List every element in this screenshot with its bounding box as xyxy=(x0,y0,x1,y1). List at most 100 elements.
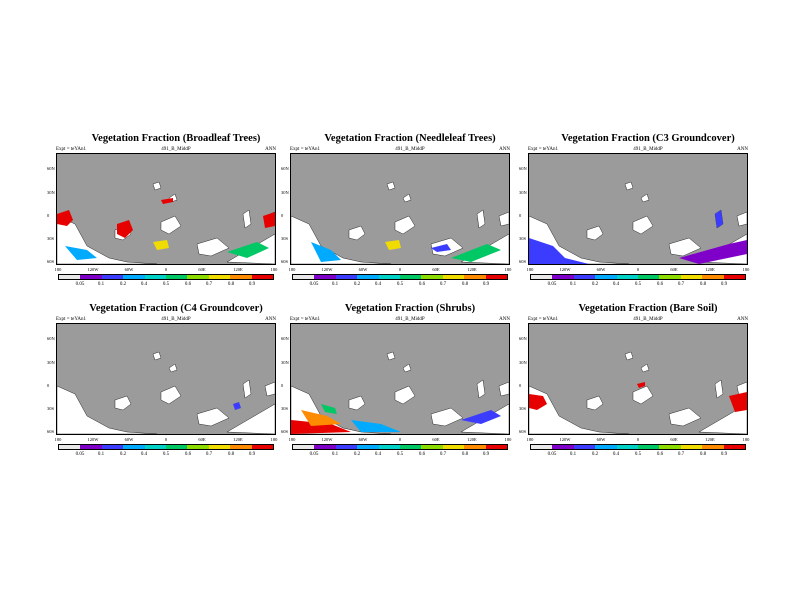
colorbar-label: 0.6 xyxy=(184,452,192,457)
panel-title: Vegetation Fraction (C3 Groundcover) xyxy=(561,133,735,144)
colorbar-swatch xyxy=(230,275,252,279)
colorbar-swatch xyxy=(659,275,681,279)
colorbar-label: 0.7 xyxy=(677,282,685,287)
data-region xyxy=(529,238,589,264)
lat-label: 60S xyxy=(281,429,289,434)
colorbar-label: 0.7 xyxy=(439,282,447,287)
colorbar-swatch xyxy=(144,445,167,449)
panel-c4-groundcover: Vegetation Fraction (C4 Groundcover) Exp… xyxy=(47,303,296,463)
colorbar-label: 0.5 xyxy=(162,452,170,457)
colorbar-swatch xyxy=(123,445,145,449)
colorbar-swatch xyxy=(573,275,596,279)
lon-label: 60W xyxy=(124,267,134,272)
land-region xyxy=(668,237,702,257)
colorbar-swatch xyxy=(357,445,379,449)
lat-label: 60S xyxy=(47,429,55,434)
colorbar-label: 0.05 xyxy=(75,452,85,457)
lat-label: 30N xyxy=(519,190,527,195)
colorbar-swatch xyxy=(101,275,124,279)
colorbar-label: 0.7 xyxy=(205,282,213,287)
land-region xyxy=(586,395,604,411)
colorbar-label: 0.9 xyxy=(248,282,256,287)
lon-label: 60E xyxy=(432,437,440,442)
colorbar-swatch xyxy=(723,445,746,449)
land-region xyxy=(402,363,412,373)
panel-bare-soil: Vegetation Fraction (Bare Soil) Expt = t… xyxy=(519,303,768,463)
lat-label: 30N xyxy=(519,360,527,365)
colorbar-label: 0.4 xyxy=(140,452,148,457)
lat-label: 60S xyxy=(519,259,527,264)
map-area xyxy=(528,323,748,435)
lon-label: 180 xyxy=(54,437,62,442)
colorbar-label: 0.6 xyxy=(418,452,426,457)
colorbar-swatch xyxy=(573,445,596,449)
season-label: ANN xyxy=(499,147,510,152)
lon-label: 0 xyxy=(636,267,640,272)
lat-label: 60N xyxy=(47,166,55,171)
panel-title: Vegetation Fraction (C4 Groundcover) xyxy=(89,303,263,314)
land-region xyxy=(160,215,182,235)
colorbar-label: 0.8 xyxy=(461,452,469,457)
lon-label: 60E xyxy=(670,267,678,272)
lon-label: 60E xyxy=(670,437,678,442)
land-region xyxy=(476,209,486,229)
colorbar-label: 0.9 xyxy=(482,452,490,457)
colorbar-swatch xyxy=(251,275,274,279)
colorbar-swatch xyxy=(638,275,660,279)
colorbar-swatch xyxy=(59,275,81,279)
lon-label: 120W xyxy=(559,267,571,272)
land-region xyxy=(736,211,747,227)
panel-needleleaf-trees: Vegetation Fraction (Needleleaf Trees) E… xyxy=(281,133,530,293)
data-region xyxy=(291,420,351,434)
land-region xyxy=(640,363,650,373)
ocean-region xyxy=(291,324,509,434)
land-region xyxy=(348,395,366,411)
season-label: ANN xyxy=(737,147,748,152)
run-label: 491_B_MiddP xyxy=(395,317,425,322)
land-region xyxy=(529,385,630,434)
land-region xyxy=(386,181,396,191)
lat-label: 60N xyxy=(281,166,289,171)
lat-label: 30N xyxy=(47,360,55,365)
colorbar-swatch xyxy=(357,275,379,279)
ocean-region xyxy=(529,154,747,264)
data-region xyxy=(263,212,275,228)
season-label: ANN xyxy=(499,317,510,322)
colorbar-swatch xyxy=(335,445,358,449)
colorbar-label: 0.6 xyxy=(656,282,664,287)
colorbar-swatch xyxy=(378,275,401,279)
colorbar-swatch xyxy=(80,275,102,279)
colorbar-swatch xyxy=(723,275,746,279)
lon-label: 180 xyxy=(742,267,750,272)
land-region xyxy=(152,181,162,191)
lat-label: 30S xyxy=(47,406,55,411)
lat-label: 0 xyxy=(519,213,522,218)
data-region xyxy=(153,240,169,250)
ocean-region xyxy=(57,324,275,434)
colorbar-label: 0.5 xyxy=(634,452,642,457)
colorbar-swatch xyxy=(464,445,486,449)
colorbar-swatch xyxy=(400,445,422,449)
colorbar-label: 0.8 xyxy=(699,452,707,457)
lon-label: 60W xyxy=(358,437,368,442)
land-region xyxy=(668,407,702,427)
land-region xyxy=(152,351,162,361)
lon-label: 0 xyxy=(398,437,402,442)
lon-label: 0 xyxy=(636,437,640,442)
colorbar-label: 0.5 xyxy=(162,282,170,287)
colorbar-label: 0.2 xyxy=(119,452,127,457)
lat-label: 0 xyxy=(47,213,50,218)
lon-label: 180 xyxy=(54,267,62,272)
run-label: 491_B_MiddP xyxy=(633,147,663,152)
map-area xyxy=(56,153,276,265)
colorbar-swatch xyxy=(230,445,252,449)
colorbar-swatch xyxy=(595,275,617,279)
land-region xyxy=(57,385,158,434)
lon-label: 60E xyxy=(198,267,206,272)
colorbar-label: 0.6 xyxy=(656,452,664,457)
lat-label: 30N xyxy=(281,190,289,195)
lat-label: 60N xyxy=(519,166,527,171)
land-region xyxy=(430,407,464,427)
data-region xyxy=(529,394,547,410)
land-region xyxy=(640,193,650,203)
